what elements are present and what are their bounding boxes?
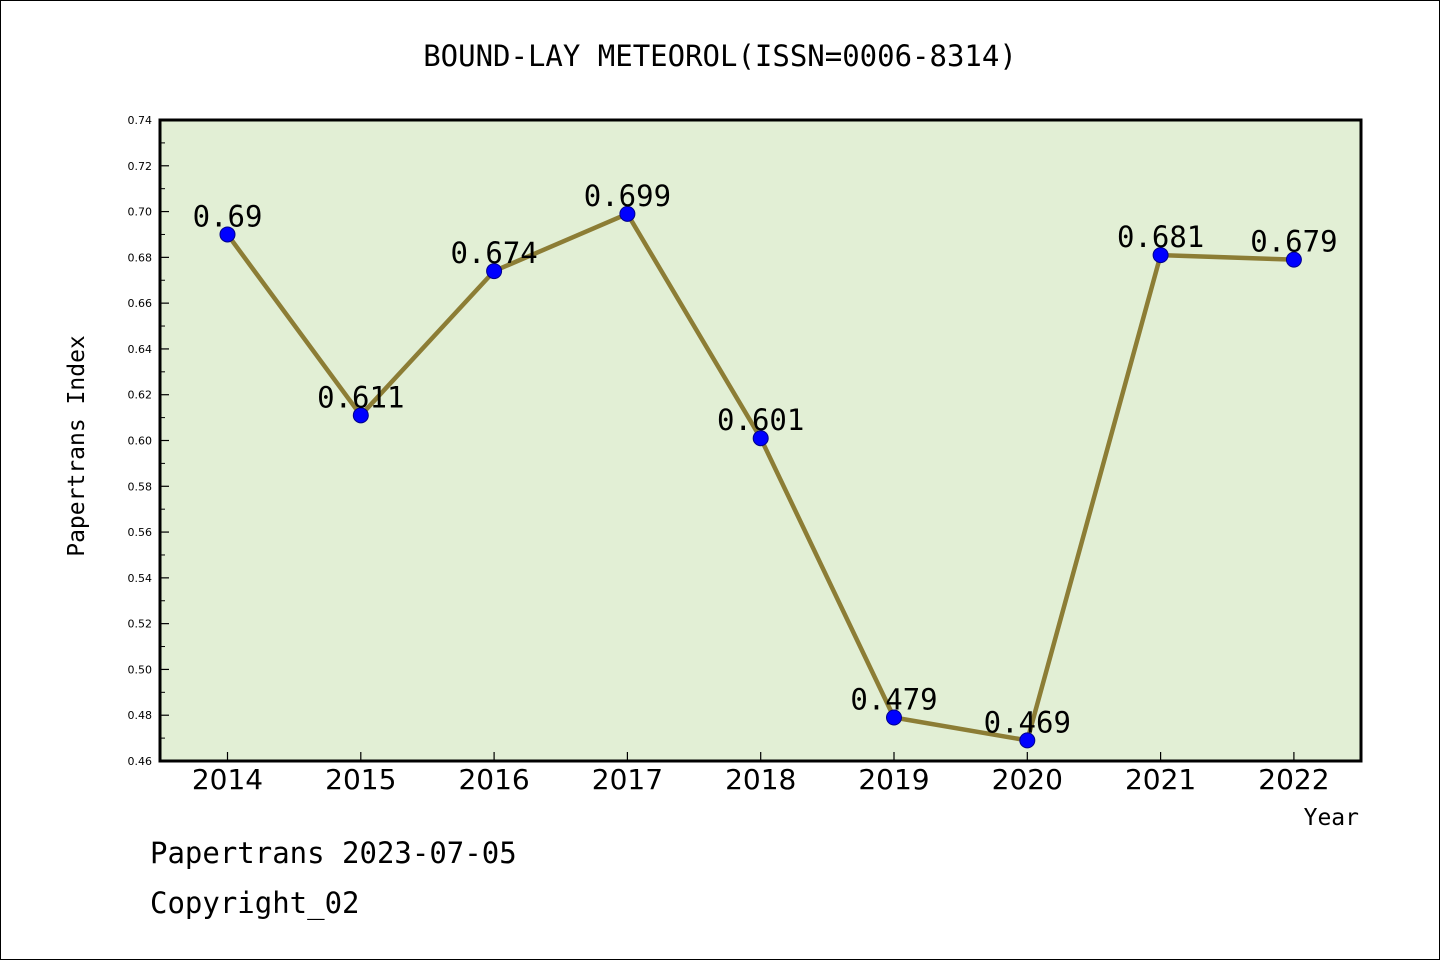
data-point	[1019, 732, 1036, 749]
y-tick-label: 0.60	[128, 435, 153, 448]
data-point	[1152, 247, 1169, 264]
y-tick-label: 0.56	[128, 526, 153, 539]
chart-title: BOUND-LAY METEOROL(ISSN=0006-8314)	[423, 39, 1017, 73]
series-markers	[219, 205, 1302, 749]
data-label: 0.69	[193, 199, 263, 233]
y-tick-label: 0.66	[128, 297, 153, 310]
x-tick-label: 2019	[858, 763, 929, 796]
y-axis-ticks: 0.46 0.48 0.50 0.52 0.54 0.56 0.58 0.60 0.62 0.64…	[128, 114, 169, 768]
data-label: 0.611	[317, 380, 404, 414]
y-tick-label: 0.74	[128, 114, 153, 127]
data-labels: 0.69 0.611 0.674 0.699 0.601 0.479 0.469 0.681 0…	[193, 179, 1338, 740]
y-tick-label: 0.48	[128, 709, 153, 722]
data-point	[886, 709, 902, 726]
x-tick-label: 2018	[725, 763, 796, 796]
y-tick-label: 0.72	[128, 160, 153, 173]
data-label: 0.479	[850, 683, 937, 717]
y-tick-label: 0.46	[128, 755, 153, 768]
x-tick-label: 2017	[592, 763, 663, 796]
data-point	[1285, 251, 1302, 268]
x-axis-label: Year	[1304, 805, 1359, 831]
data-label: 0.681	[1117, 220, 1204, 254]
data-point	[219, 226, 236, 243]
data-label: 0.679	[1250, 225, 1337, 259]
footer-date: Papertrans 2023-07-05	[150, 836, 517, 870]
data-point	[619, 205, 636, 222]
y-tick-label: 0.70	[128, 206, 153, 219]
footer-copyright: Copyright_02	[150, 886, 360, 920]
x-tick-label: 2015	[325, 763, 396, 796]
y-tick-label: 0.50	[128, 663, 153, 676]
x-tick-label: 2014	[192, 763, 263, 796]
data-point	[352, 407, 369, 424]
data-label: 0.674	[450, 236, 537, 270]
x-tick-label: 2022	[1258, 763, 1329, 796]
y-tick-label: 0.68	[128, 251, 153, 264]
data-label: 0.699	[584, 179, 671, 213]
data-point	[752, 430, 769, 447]
y-tick-label: 0.52	[128, 618, 153, 631]
x-tick-label: 2020	[992, 763, 1063, 796]
x-tick-label: 2016	[458, 763, 529, 796]
y-tick-label: 0.58	[128, 480, 153, 493]
y-tick-label: 0.62	[128, 389, 153, 402]
data-point	[486, 263, 503, 280]
y-tick-label: 0.54	[128, 572, 153, 585]
y-tick-label: 0.64	[128, 343, 153, 356]
data-label: 0.601	[717, 403, 804, 437]
x-axis-ticks: 2014 2015 2016 2017 2018 2019 2020 2021 2022	[192, 752, 1330, 796]
data-label: 0.469	[984, 705, 1071, 739]
x-tick-label: 2021	[1125, 763, 1196, 796]
y-axis-label: Papertrans Index	[64, 335, 90, 557]
